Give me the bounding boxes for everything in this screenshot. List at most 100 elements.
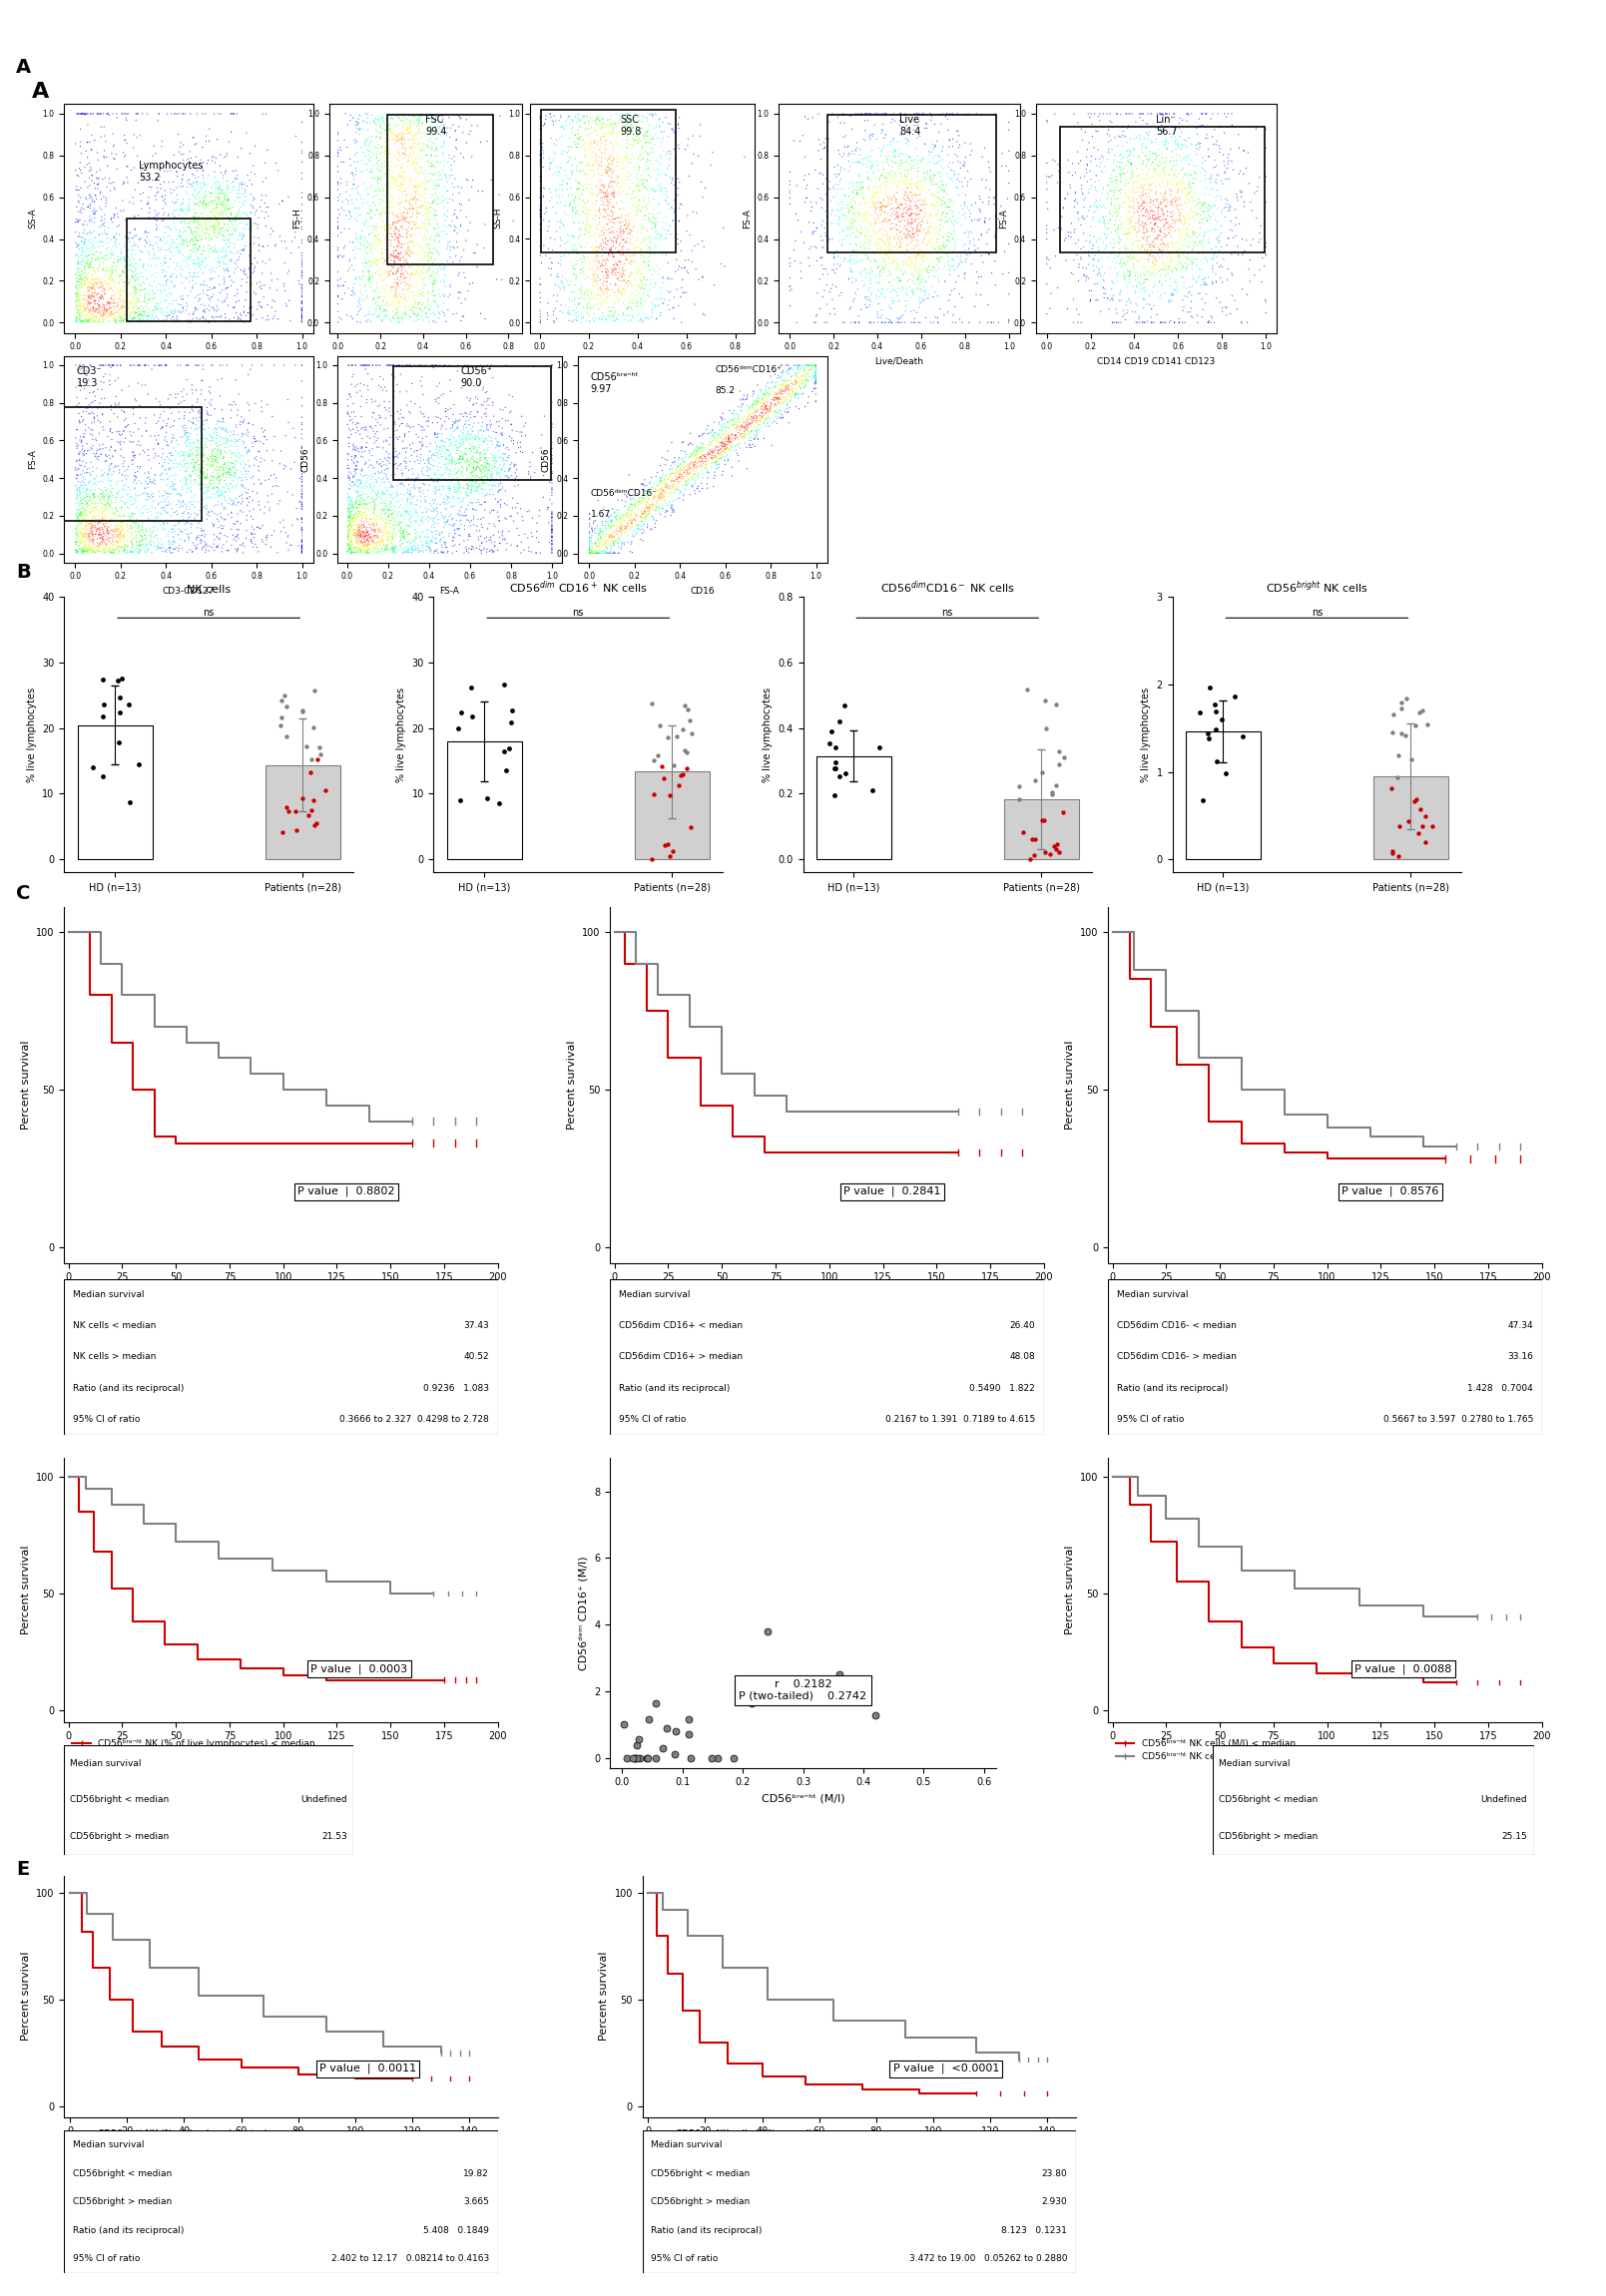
Point bbox=[625, 296, 650, 333]
Point bbox=[385, 133, 411, 170]
Point bbox=[381, 158, 406, 195]
Point bbox=[371, 99, 397, 135]
Point bbox=[379, 466, 405, 503]
Point bbox=[101, 126, 127, 163]
Point bbox=[418, 445, 443, 482]
Point bbox=[165, 234, 191, 271]
Point bbox=[365, 498, 390, 535]
Point bbox=[357, 294, 382, 331]
Point bbox=[904, 209, 930, 246]
Point bbox=[154, 530, 180, 567]
Point bbox=[1127, 230, 1153, 266]
Point bbox=[1213, 181, 1238, 218]
Point bbox=[683, 452, 708, 489]
Point bbox=[875, 147, 901, 184]
Point bbox=[104, 289, 130, 326]
Point bbox=[69, 530, 95, 567]
Point bbox=[183, 209, 209, 246]
Point bbox=[85, 96, 111, 133]
Point bbox=[599, 177, 625, 214]
Point bbox=[591, 526, 617, 563]
Point bbox=[573, 188, 599, 225]
Point bbox=[207, 432, 233, 468]
Point bbox=[128, 278, 154, 315]
Point bbox=[389, 225, 414, 262]
Point bbox=[393, 482, 419, 519]
Point bbox=[869, 193, 895, 230]
Point bbox=[336, 521, 361, 558]
Point bbox=[668, 445, 694, 482]
Point bbox=[663, 452, 689, 489]
Point bbox=[782, 377, 808, 413]
Point bbox=[181, 461, 207, 498]
Point bbox=[162, 250, 188, 287]
Point bbox=[768, 393, 793, 429]
Point bbox=[419, 459, 445, 496]
Point bbox=[1131, 214, 1156, 250]
Point bbox=[432, 115, 458, 152]
Point bbox=[952, 225, 978, 262]
Point bbox=[127, 388, 153, 425]
Point bbox=[71, 480, 96, 517]
Point bbox=[111, 471, 137, 507]
Point bbox=[731, 377, 756, 413]
Point bbox=[365, 158, 390, 195]
Point bbox=[390, 200, 416, 236]
Point bbox=[585, 243, 610, 280]
Point bbox=[1166, 236, 1192, 273]
Point bbox=[289, 781, 315, 817]
Point bbox=[605, 232, 631, 269]
Point bbox=[1174, 211, 1200, 248]
Point bbox=[888, 186, 914, 223]
Point bbox=[1115, 133, 1140, 170]
Point bbox=[870, 119, 896, 156]
Point bbox=[366, 181, 392, 218]
Point bbox=[185, 149, 210, 186]
Point bbox=[345, 507, 371, 544]
Point bbox=[247, 466, 273, 503]
Point bbox=[80, 266, 106, 303]
Point bbox=[368, 347, 393, 383]
Point bbox=[630, 156, 655, 193]
Point bbox=[467, 434, 493, 471]
Point bbox=[1142, 200, 1168, 236]
Point bbox=[448, 448, 474, 484]
Point bbox=[85, 241, 111, 278]
Point bbox=[411, 207, 437, 243]
Point bbox=[345, 517, 371, 553]
Point bbox=[430, 218, 456, 255]
Point bbox=[641, 501, 666, 537]
Point bbox=[435, 468, 461, 505]
Point bbox=[1158, 172, 1184, 209]
Point bbox=[233, 471, 259, 507]
Point bbox=[392, 232, 418, 269]
Point bbox=[66, 496, 92, 533]
Point bbox=[406, 519, 432, 556]
Point bbox=[1116, 96, 1142, 133]
Point bbox=[638, 133, 663, 170]
Point bbox=[467, 420, 493, 457]
Point bbox=[101, 450, 127, 487]
Point bbox=[739, 406, 764, 443]
Point bbox=[615, 510, 641, 546]
Point bbox=[72, 448, 98, 484]
Point bbox=[234, 411, 260, 448]
Point bbox=[405, 514, 430, 551]
Point bbox=[369, 303, 395, 340]
Point bbox=[479, 448, 504, 484]
Point bbox=[577, 273, 602, 310]
Point bbox=[82, 400, 108, 436]
Point bbox=[580, 227, 605, 264]
Point bbox=[646, 216, 671, 253]
Point bbox=[858, 147, 883, 184]
Point bbox=[153, 266, 178, 303]
Point bbox=[430, 207, 456, 243]
Point bbox=[223, 202, 249, 239]
Point bbox=[101, 246, 127, 282]
Point bbox=[384, 289, 410, 326]
Point bbox=[228, 439, 254, 475]
Point bbox=[1230, 156, 1256, 193]
Point bbox=[1216, 135, 1241, 172]
Point bbox=[588, 216, 613, 253]
Point bbox=[686, 138, 711, 174]
